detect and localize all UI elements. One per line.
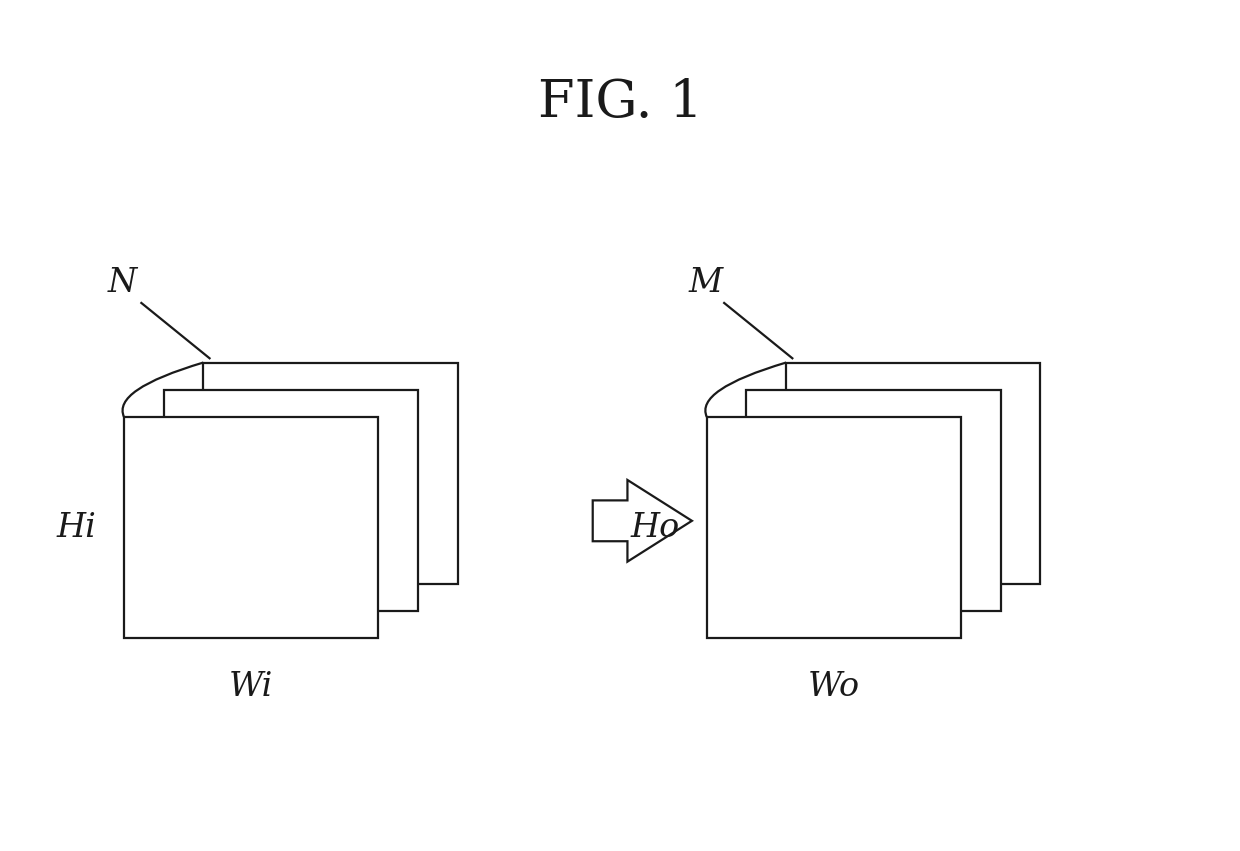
Bar [164, 390, 418, 611]
Bar [203, 363, 458, 584]
Text: Hi: Hi [57, 511, 97, 544]
Bar [746, 390, 1001, 611]
Polygon shape [593, 480, 692, 562]
Text: N: N [108, 266, 138, 299]
Text: M: M [688, 266, 723, 299]
Text: FIG. 1: FIG. 1 [538, 77, 702, 128]
Text: Ho: Ho [630, 511, 680, 544]
Bar [707, 417, 961, 638]
Bar [786, 363, 1040, 584]
Text: Wi: Wi [229, 671, 273, 703]
Text: Wo: Wo [807, 671, 861, 703]
Bar [124, 417, 378, 638]
